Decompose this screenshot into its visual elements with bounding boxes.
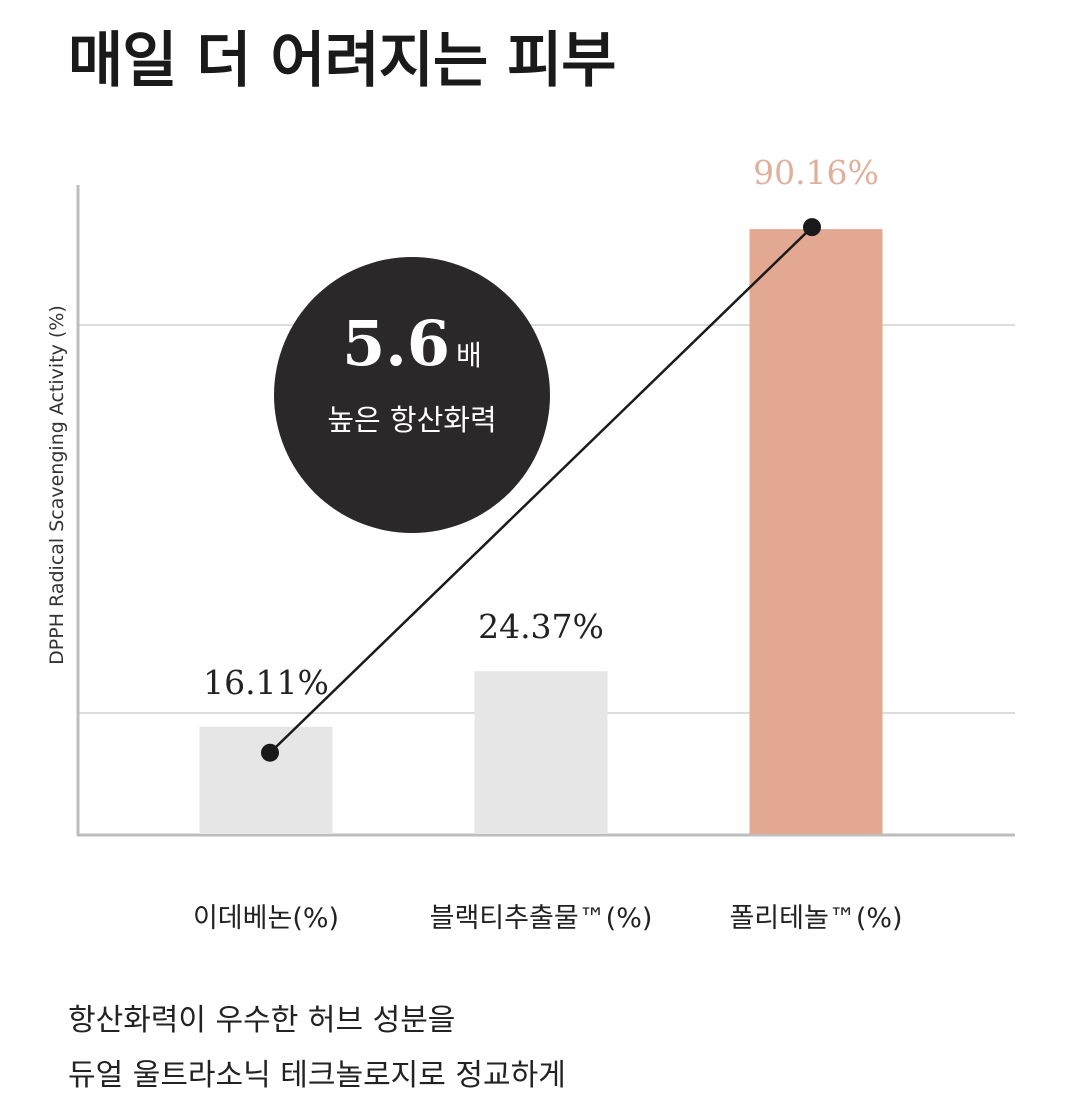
x-tick-label: 이데베논(%) bbox=[192, 903, 340, 934]
data-label: 24.37% bbox=[478, 607, 604, 647]
trend-point bbox=[803, 218, 821, 237]
x-tick-label: 폴리테놀™(%) bbox=[729, 903, 903, 934]
bar bbox=[199, 726, 333, 834]
description-line: 항산화력이 우수한 허브 성분을 bbox=[68, 1003, 456, 1038]
bar bbox=[474, 671, 608, 834]
trend-line bbox=[269, 226, 813, 754]
data-label: 16.11% bbox=[203, 662, 329, 702]
multiplier-badge: 5.6 배 높은 항산화력 bbox=[274, 257, 550, 533]
bar bbox=[749, 229, 883, 834]
description-line: 듀얼 울트라소닉 테크놀로지로 정교하게 bbox=[68, 1058, 566, 1093]
badge-unit: 배 bbox=[456, 339, 482, 372]
trend-point bbox=[261, 743, 279, 762]
y-axis-label: DPPH Radical Scavenging Activity (%) bbox=[46, 305, 68, 665]
data-label: 90.16% bbox=[753, 153, 879, 193]
page-title: 매일 더 어려지는 피부 bbox=[68, 26, 616, 96]
badge-value: 5.6 배 bbox=[342, 307, 482, 380]
badge-caption: 높은 항산화력 bbox=[327, 403, 497, 437]
x-tick-label: 블랙티추출물™(%) bbox=[429, 903, 653, 934]
